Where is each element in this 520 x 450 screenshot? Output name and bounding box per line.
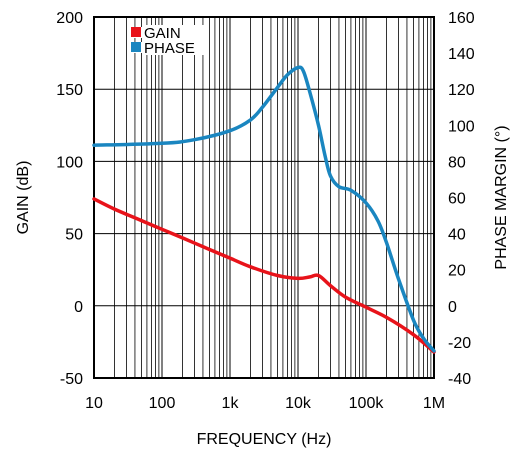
grid xyxy=(93,16,434,379)
legend-label-phase: PHASE xyxy=(144,40,195,57)
x-axis-title: FREQUENCY (Hz) xyxy=(197,431,332,448)
y-tick-label-left: 200 xyxy=(56,10,83,27)
x-tick-label: 100 xyxy=(149,395,176,412)
x-tick-label: 1k xyxy=(222,395,240,412)
y-tick-label-left: 150 xyxy=(56,82,83,99)
y-tick-label-right: 20 xyxy=(448,263,466,280)
x-tick-label: 10k xyxy=(285,395,312,412)
series-line-phase xyxy=(92,65,436,353)
series xyxy=(92,65,436,354)
y-tick-label-left: -50 xyxy=(60,371,83,388)
y-tick-label-right: 0 xyxy=(448,299,457,316)
y-tick-label-right: 100 xyxy=(448,118,475,135)
y-tick-label-right: -40 xyxy=(448,371,471,388)
x-tick-label: 10 xyxy=(85,395,103,412)
y-tick-label-right: 140 xyxy=(448,46,475,63)
legend-label-gain: GAIN xyxy=(144,25,181,42)
y-tick-label-right: 80 xyxy=(448,154,466,171)
y-tick-label-right: -20 xyxy=(448,335,471,352)
legend-label-background xyxy=(143,40,207,55)
y-tick-label-right: 160 xyxy=(448,10,475,27)
legend-swatch-phase xyxy=(131,42,141,52)
y-tick-label-left: 100 xyxy=(56,154,83,171)
y-tick-label-left: 0 xyxy=(74,299,83,316)
y-axis-title-right: PHASE MARGIN (°) xyxy=(493,125,510,269)
plot-frame xyxy=(93,16,435,379)
y-tick-label-left: 50 xyxy=(65,227,83,244)
x-tick-label: 1M xyxy=(423,395,445,412)
legend-swatch-gain xyxy=(131,27,141,37)
tick-labels: 10 100 1k 10k 100k 1M -50 0 50 100 150 200 -40 -20 0 20… xyxy=(56,10,475,412)
y-tick-label-right: 60 xyxy=(448,191,466,208)
y-axis-title-left: GAIN (dB) xyxy=(15,161,32,235)
series-line-gain xyxy=(92,197,436,354)
legend-label-background xyxy=(143,25,207,40)
y-tick-label-right: 120 xyxy=(448,82,475,99)
y-tick-label-right: 40 xyxy=(448,227,466,244)
x-tick-label: 100k xyxy=(349,395,385,412)
